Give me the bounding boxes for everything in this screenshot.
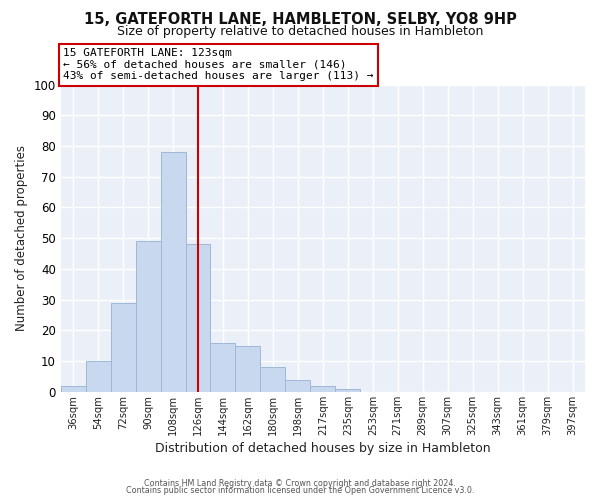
Bar [110, 303, 136, 392]
Bar [260, 368, 286, 392]
Text: Size of property relative to detached houses in Hambleton: Size of property relative to detached ho… [117, 25, 483, 38]
Bar [61, 386, 86, 392]
Text: 15 GATEFORTH LANE: 123sqm
← 56% of detached houses are smaller (146)
43% of semi: 15 GATEFORTH LANE: 123sqm ← 56% of detac… [63, 48, 374, 82]
Bar [235, 346, 260, 392]
Text: Contains public sector information licensed under the Open Government Licence v3: Contains public sector information licen… [126, 486, 474, 495]
Bar [211, 342, 235, 392]
X-axis label: Distribution of detached houses by size in Hambleton: Distribution of detached houses by size … [155, 442, 491, 455]
Bar [136, 242, 161, 392]
Bar [335, 389, 360, 392]
Y-axis label: Number of detached properties: Number of detached properties [15, 145, 28, 331]
Text: Contains HM Land Registry data © Crown copyright and database right 2024.: Contains HM Land Registry data © Crown c… [144, 478, 456, 488]
Bar [161, 152, 185, 392]
Bar [185, 244, 211, 392]
Bar [86, 361, 110, 392]
Bar [310, 386, 335, 392]
Text: 15, GATEFORTH LANE, HAMBLETON, SELBY, YO8 9HP: 15, GATEFORTH LANE, HAMBLETON, SELBY, YO… [83, 12, 517, 28]
Bar [286, 380, 310, 392]
